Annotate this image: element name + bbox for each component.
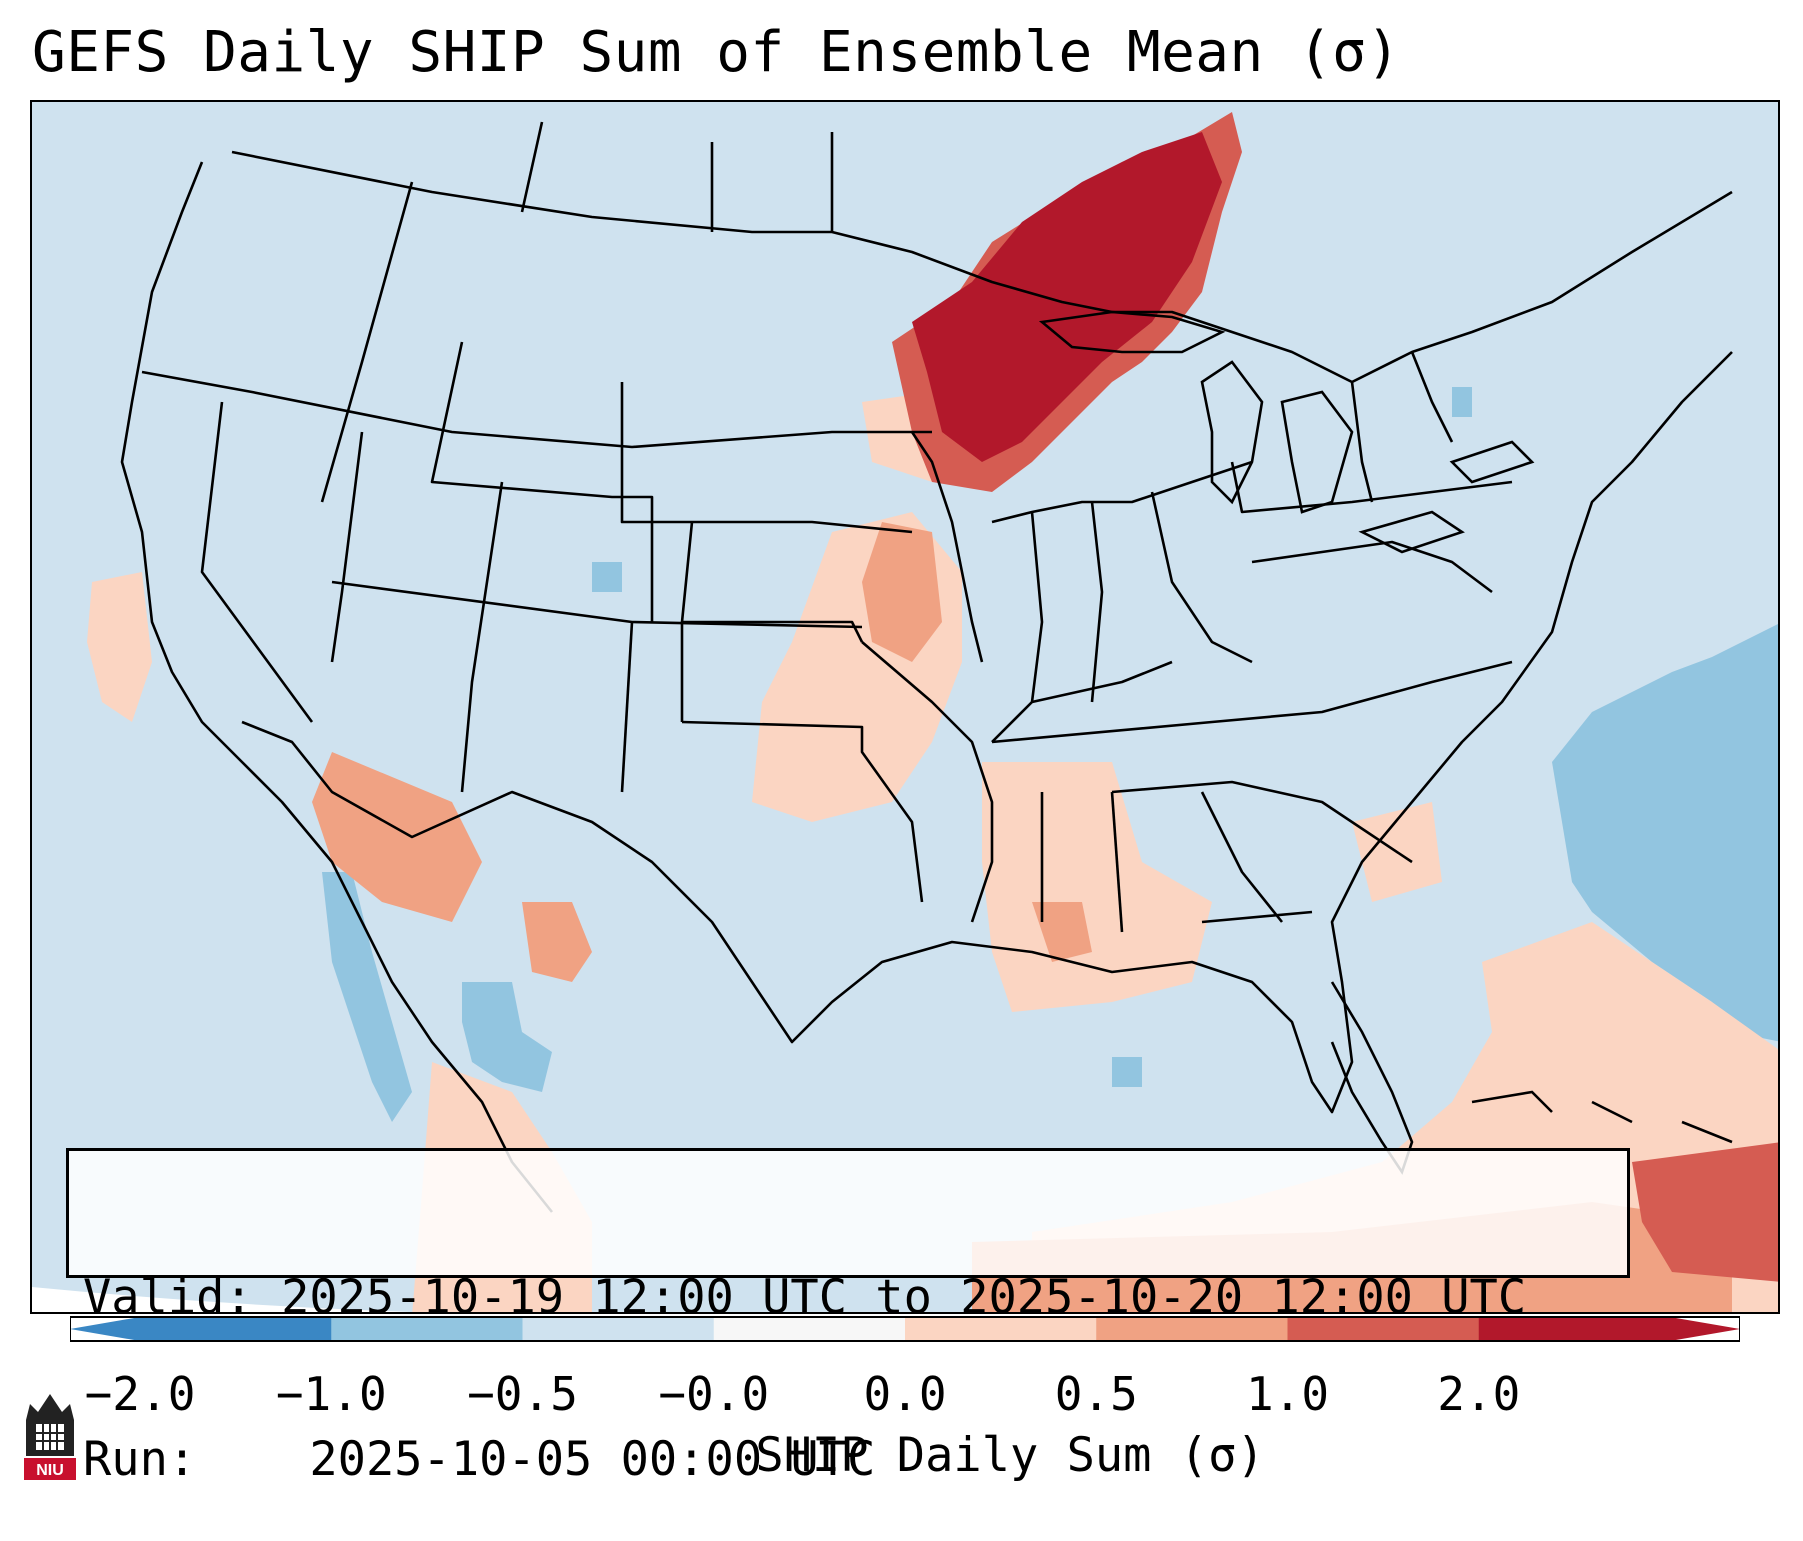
- anomaly-negative-atlantic: [1552, 624, 1778, 1042]
- map-panel: [30, 100, 1780, 1314]
- anomaly-strong-puerto-rico: [1632, 1142, 1778, 1282]
- colorbar-label: SHIP Daily Sum (σ): [755, 1428, 1265, 1483]
- map-title: GEFS Daily SHIP Sum of Ensemble Mean (σ): [32, 20, 1401, 85]
- colorbar-segment: [713, 1317, 906, 1341]
- anomaly-negative-baja: [322, 872, 412, 1122]
- anomaly-negative-colorado: [592, 562, 622, 592]
- run-value: 2025-10-05 00:00 UTC: [309, 1432, 876, 1487]
- anomaly-light-california: [87, 572, 152, 722]
- colorbar-right-extension: [1670, 1317, 1740, 1341]
- colorbar-tick-label: 1.0: [1245, 1367, 1330, 1421]
- colorbar-segment: [140, 1317, 332, 1341]
- colorbar-segment: [905, 1317, 1097, 1341]
- domain-edge: [32, 1287, 410, 1312]
- colorbar-segment: [1287, 1317, 1480, 1341]
- valid-row: Valid: 2025-10-19 12:00 UTC to 2025-10-2…: [83, 1271, 1627, 1325]
- colorbar-segments: [140, 1317, 1671, 1341]
- anomaly-medium-louisiana: [1032, 902, 1092, 962]
- colorbar-tick-label: 2.0: [1437, 1367, 1521, 1421]
- valid-run-infobox: Valid: 2025-10-19 12:00 UTC to 2025-10-2…: [66, 1148, 1630, 1487]
- colorbar: [70, 1316, 1740, 1342]
- anomaly-negative-mexico: [462, 982, 552, 1092]
- logo-banner: [24, 1458, 76, 1480]
- colorbar-segment: [331, 1317, 523, 1341]
- anomaly-medium-new-mexico: [522, 902, 592, 982]
- run-label: Run:: [83, 1432, 197, 1487]
- colorbar-tick-label: −0.5: [467, 1367, 578, 1421]
- colorbar-outline: [70, 1316, 1740, 1342]
- colorbar-segment: [1096, 1317, 1288, 1341]
- anomaly-negative-ny: [1452, 387, 1472, 417]
- anomaly-light-lower-mississippi: [982, 762, 1212, 1012]
- colorbar-tick-label: 0.5: [1054, 1367, 1138, 1421]
- anomaly-medium-nebraska: [862, 522, 942, 662]
- colorbar-left-extension: [70, 1317, 140, 1341]
- colorbar-segment: [522, 1317, 715, 1341]
- valid-value: 2025-10-19 12:00 UTC to 2025-10-20 12:00…: [281, 1270, 1527, 1325]
- logo-text: NIU: [36, 1462, 64, 1479]
- map-canvas: [32, 112, 1778, 1312]
- niu-logo: NIU: [24, 1394, 76, 1480]
- great-lakes: [1038, 310, 1535, 554]
- colorbar-tick-label: −0.0: [658, 1367, 770, 1421]
- run-row: Run: 2025-10-05 00:00 UTC: [83, 1433, 1627, 1487]
- colorbar-tick-label: 0.0: [863, 1367, 947, 1421]
- anomaly-medium-arizona: [312, 752, 482, 922]
- colorbar-tick-label: −1.0: [275, 1367, 387, 1421]
- state-borders: [120, 121, 1733, 1213]
- valid-label: Valid:: [83, 1270, 253, 1325]
- colorbar-tick-label: −2.0: [84, 1367, 196, 1421]
- colorbar-segment: [1478, 1317, 1671, 1341]
- anomaly-extreme-minnesota: [912, 132, 1222, 462]
- anomaly-negative-gulf: [1112, 1057, 1142, 1087]
